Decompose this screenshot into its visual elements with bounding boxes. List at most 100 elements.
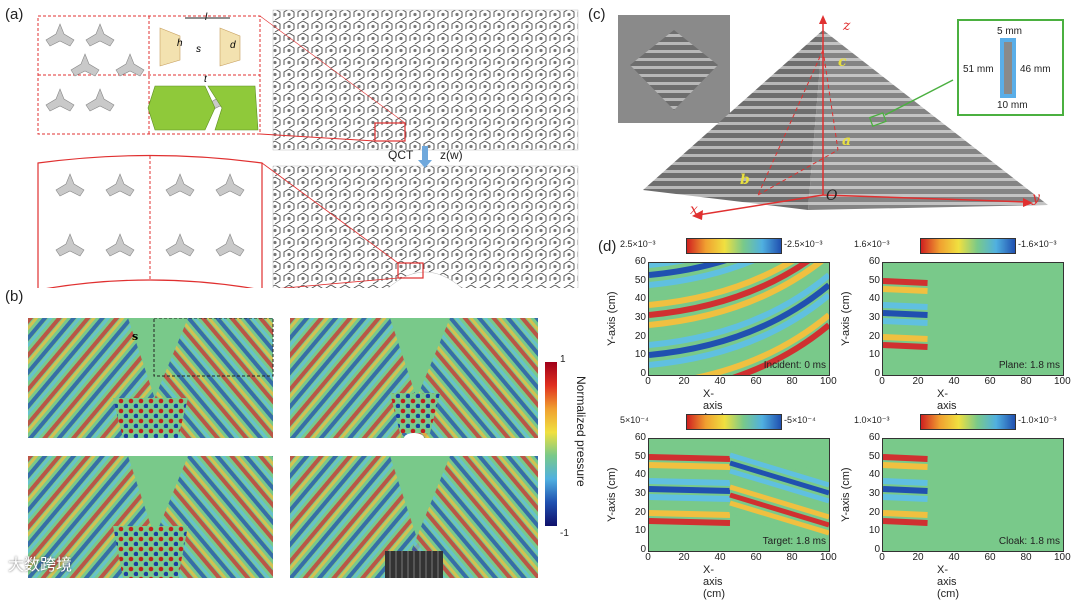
panel-c-pyramid (618, 15, 1064, 220)
xtick: 100 (820, 552, 837, 563)
xtick: 40 (948, 552, 960, 563)
colorbar-4-max: 1.0×10⁻³ (854, 415, 890, 425)
axis-x: x (690, 202, 698, 218)
ytick: 10 (868, 525, 880, 537)
ytick: 0 (874, 544, 880, 555)
watermark: 大数跨境 (8, 555, 73, 574)
panel-a-figure: l h s d t (37, 9, 579, 288)
colorbar-4-min: -1.0×10⁻³ (1018, 415, 1057, 425)
zw-label: z(w) (440, 148, 463, 162)
plot-caption-4: Cloak: 1.8 ms (998, 536, 1060, 547)
colorbar-1-max: 2.5×10⁻³ (620, 239, 656, 249)
ytick: 20 (868, 506, 880, 518)
dim-a: a (842, 133, 852, 149)
y-axis-label: Y-axis (cm) (840, 467, 852, 522)
ytick: 0 (640, 368, 646, 379)
xtick: 0 (879, 376, 885, 387)
xtick: 100 (820, 376, 837, 387)
xtick: 100 (1054, 376, 1071, 387)
xtick: 60 (984, 376, 996, 387)
colorbar-b-max: 1 (560, 354, 566, 365)
ytick: 40 (634, 293, 646, 305)
svg-text:h: h (177, 38, 183, 49)
ytick: 10 (634, 349, 646, 361)
field-plot-top-left: s (28, 318, 274, 438)
axis-y: y (1032, 190, 1040, 206)
inset-dim-right: 46 mm (1020, 64, 1051, 75)
svg-text:t: t (204, 74, 208, 85)
ytick: 60 (868, 256, 880, 267)
xtick: 40 (948, 376, 960, 387)
ytick: 20 (634, 330, 646, 342)
xtick: 0 (645, 376, 651, 387)
ytick: 50 (634, 450, 646, 462)
ytick: 40 (868, 469, 880, 481)
inset-dim-bottom: 10 mm (997, 100, 1028, 111)
colorbar-b-title: Normalized pressure (574, 376, 588, 487)
axis-z: z (843, 18, 851, 34)
dimension-inset (957, 19, 1064, 116)
xtick: 80 (1020, 376, 1032, 387)
ytick: 10 (868, 349, 880, 361)
colorbar-2-min: -1.6×10⁻³ (1018, 239, 1057, 249)
xtick: 80 (786, 552, 798, 563)
xtick: 80 (1020, 552, 1032, 563)
plot-caption-2: Plane: 1.8 ms (998, 360, 1060, 371)
y-axis-label: Y-axis (cm) (606, 467, 618, 522)
colorbar-3-max: 5×10⁻⁴ (620, 415, 649, 425)
ytick: 20 (634, 506, 646, 518)
dim-c: c (838, 54, 847, 70)
plot-caption-3: Target: 1.8 ms (762, 536, 826, 547)
panel-b-fields: s (28, 318, 538, 578)
xtick: 20 (912, 552, 924, 563)
colorbar-3-min: -5×10⁻⁴ (784, 415, 816, 425)
field-map-1 (648, 262, 830, 376)
axis-origin: O (826, 188, 838, 204)
field-map-2 (882, 262, 1064, 376)
ytick: 50 (868, 450, 880, 462)
ytick: 40 (634, 469, 646, 481)
field-map-3 (648, 438, 830, 552)
ytick: 50 (868, 274, 880, 286)
x-axis-label: X-axis (cm) (703, 564, 725, 600)
region-s: s (132, 330, 138, 343)
xtick: 100 (1054, 552, 1071, 563)
colorbar-1 (686, 238, 782, 254)
plot-caption-1: Incident: 0 ms (763, 360, 826, 371)
field-plot-bottom-right (290, 456, 538, 578)
ytick: 30 (868, 488, 880, 499)
xtick: 80 (786, 376, 798, 387)
ytick: 0 (640, 544, 646, 555)
ytick: 20 (868, 330, 880, 342)
colorbar-3 (686, 414, 782, 430)
ytick: 30 (634, 312, 646, 323)
xtick: 60 (750, 376, 762, 387)
colorbar-b (545, 362, 557, 526)
xtick: 40 (714, 376, 726, 387)
ytick: 60 (868, 432, 880, 443)
xtick: 60 (750, 552, 762, 563)
panel-label-a: (a) (5, 6, 24, 23)
ytick: 50 (634, 274, 646, 286)
svg-text:d: d (230, 40, 236, 51)
xtick: 40 (714, 552, 726, 563)
colorbar-b-min: -1 (560, 528, 569, 539)
xtick: 0 (879, 552, 885, 563)
panel-label-c: (c) (588, 6, 606, 23)
inset-dim-left: 51 mm (963, 64, 994, 75)
ytick: 60 (634, 256, 646, 267)
lattice-top (272, 9, 579, 151)
lattice-bottom (272, 165, 579, 288)
xtick: 20 (678, 552, 690, 563)
colorbar-2 (920, 238, 1016, 254)
svg-text:s: s (196, 44, 201, 55)
field-map-4 (882, 438, 1064, 552)
colorbar-4 (920, 414, 1016, 430)
xtick: 20 (678, 376, 690, 387)
qct-label: QCT (388, 148, 414, 162)
colorbar-1-min: -2.5×10⁻³ (784, 239, 823, 249)
ytick: 40 (868, 293, 880, 305)
panel-label-b: (b) (5, 288, 24, 305)
xtick: 60 (984, 552, 996, 563)
ytick: 60 (634, 432, 646, 443)
